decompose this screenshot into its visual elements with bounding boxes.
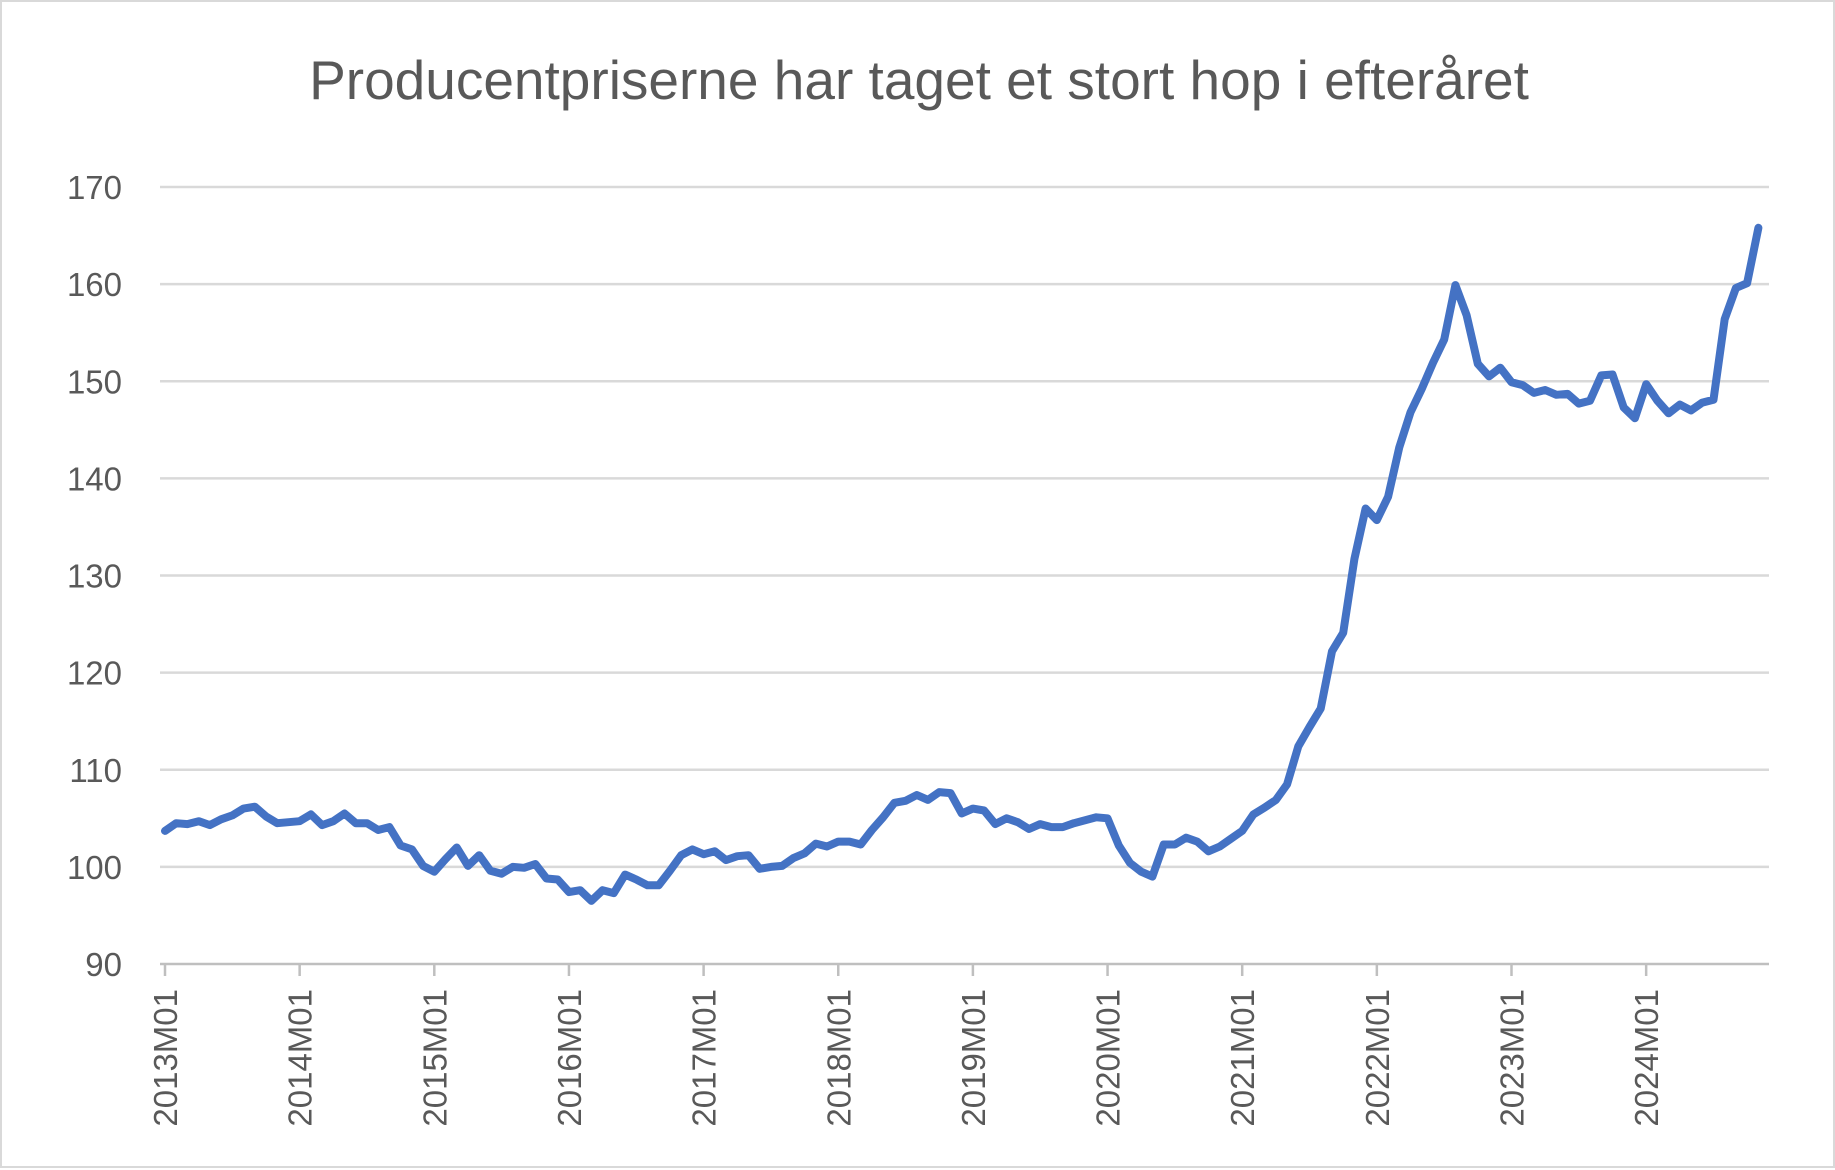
x-tick-label: 2019M01 xyxy=(955,989,992,1127)
series-layer xyxy=(161,223,1763,905)
gridlines xyxy=(160,185,1769,869)
series-line xyxy=(161,223,1763,905)
x-tick-label: 2022M01 xyxy=(1359,989,1396,1127)
y-tick-label: 170 xyxy=(67,169,122,206)
y-tick-label: 140 xyxy=(67,460,122,497)
x-tick-label: 2013M01 xyxy=(147,989,184,1127)
y-tick-label: 100 xyxy=(67,849,122,886)
x-axis-tick-labels: 2013M01 2014M01 2015M01 2016M01 2017M01 2018M… xyxy=(147,989,1665,1127)
y-tick-label: 150 xyxy=(67,363,122,400)
x-tick-label: 2024M01 xyxy=(1628,989,1665,1127)
y-tick-label: 120 xyxy=(67,655,122,692)
y-tick-label: 110 xyxy=(69,752,122,789)
y-tick-label: 90 xyxy=(85,946,122,983)
y-tick-label: 160 xyxy=(67,266,122,303)
x-tick-label: 2017M01 xyxy=(686,989,723,1127)
chart-title: Producentpriserne har taget et stort hop… xyxy=(309,49,1529,111)
y-axis-tick-labels: 90 100 110 120 130 140 150 160 170 xyxy=(67,169,122,983)
x-tick-label: 2014M01 xyxy=(282,989,319,1127)
x-tick-label: 2016M01 xyxy=(551,989,588,1127)
x-tick-label: 2018M01 xyxy=(820,989,857,1127)
x-tick-label: 2023M01 xyxy=(1494,989,1531,1127)
x-axis xyxy=(160,962,1769,976)
x-tick-label: 2020M01 xyxy=(1090,989,1127,1127)
x-tick-label: 2021M01 xyxy=(1224,989,1261,1127)
y-tick-label: 130 xyxy=(67,558,122,595)
x-tick-label: 2015M01 xyxy=(416,989,453,1127)
